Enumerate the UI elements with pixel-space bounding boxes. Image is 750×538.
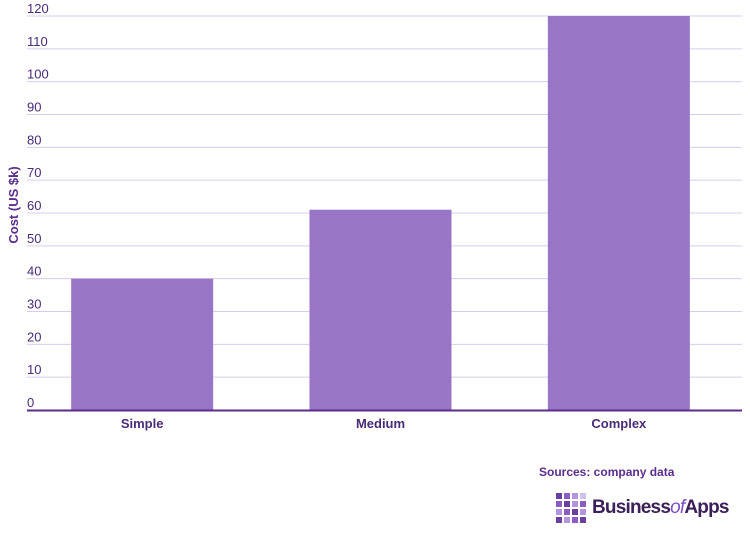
- bar-medium: [309, 209, 452, 410]
- logo-tile: [556, 509, 562, 515]
- logo-mosaic-icon: [556, 493, 586, 523]
- logo-tile: [556, 493, 562, 499]
- business-of-apps-logo: BusinessofApps: [556, 492, 729, 524]
- logo-tile: [564, 517, 570, 523]
- logo-tile: [556, 517, 562, 523]
- logo-tile: [572, 509, 578, 515]
- x-category-labels: Simple Medium Complex: [121, 416, 647, 431]
- logo-tile: [580, 501, 586, 507]
- x-category-label: Medium: [356, 416, 405, 431]
- x-category-label: Complex: [591, 416, 647, 431]
- y-tick-label: 50: [27, 231, 41, 246]
- logo-tile: [580, 509, 586, 515]
- logo-tile: [564, 501, 570, 507]
- logo-tile: [564, 509, 570, 515]
- bars: [71, 16, 690, 410]
- y-tick-label: 30: [27, 297, 41, 312]
- y-tick-label: 70: [27, 165, 41, 180]
- x-category-label: Simple: [121, 416, 164, 431]
- y-tick-label: 100: [27, 67, 49, 82]
- y-tick-label: 80: [27, 132, 41, 147]
- logo-word-of: of: [670, 497, 685, 518]
- y-axis-title: Cost (US $k): [6, 166, 21, 243]
- logo-tile: [572, 517, 578, 523]
- bar-complex: [547, 16, 690, 410]
- y-tick-label: 20: [27, 329, 41, 344]
- logo-word-business: Business: [592, 497, 671, 518]
- source-note: Sources: company data: [539, 465, 675, 479]
- logo-tile: [572, 493, 578, 499]
- logo-wordmark: BusinessofApps: [592, 497, 729, 519]
- y-tick-label: 60: [27, 198, 41, 213]
- logo-tile: [572, 501, 578, 507]
- y-tick-label: 90: [27, 100, 41, 115]
- logo-tile: [556, 501, 562, 507]
- y-tick-label: 10: [27, 362, 41, 377]
- logo-word-apps: Apps: [684, 497, 729, 518]
- logo-tile: [580, 517, 586, 523]
- y-tick-label: 0: [27, 395, 34, 410]
- logo-tile: [564, 493, 570, 499]
- y-tick-label: 110: [27, 34, 48, 49]
- logo-tile: [580, 493, 586, 499]
- bar-simple: [71, 278, 214, 410]
- y-tick-label: 40: [27, 264, 41, 279]
- y-tick-label: 120: [27, 1, 49, 16]
- y-tick-labels: 0 10 20 30 40 50 60 70 80 90 100 110 120: [27, 1, 49, 410]
